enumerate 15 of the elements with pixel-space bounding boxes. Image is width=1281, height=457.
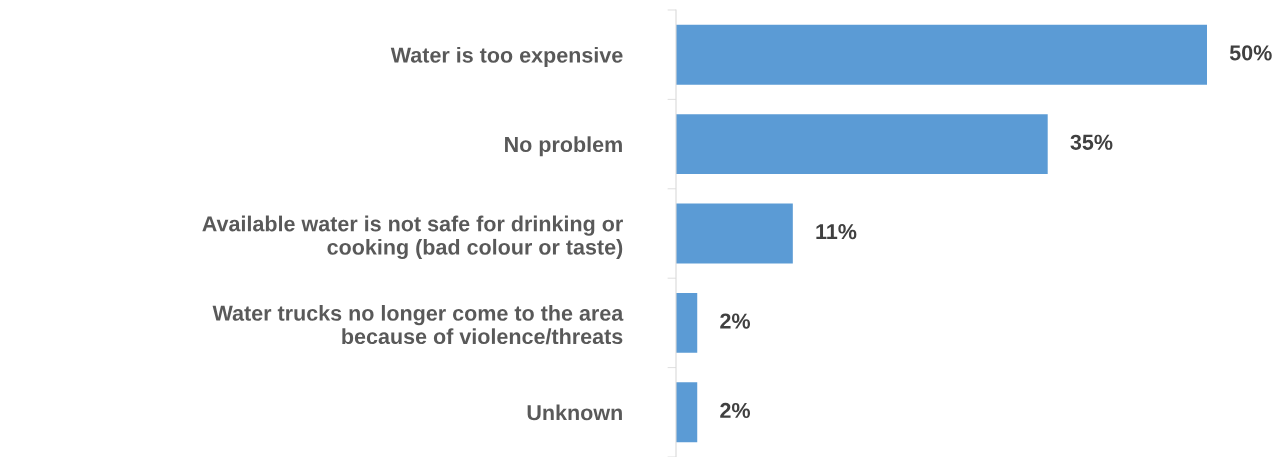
data-label: 2%	[720, 402, 751, 419]
bar	[676, 292, 698, 353]
y-tick-label: No problem	[505, 136, 622, 157]
y-tick-label: Water is too expensive	[390, 46, 623, 67]
bar	[676, 382, 698, 443]
y-tick-label: Water trucks no longer come to the area because of violence/threats	[212, 305, 624, 345]
data-label: 50%	[1229, 45, 1272, 61]
bar	[676, 114, 1048, 175]
bar	[676, 203, 793, 264]
data-label: 11%	[816, 224, 857, 240]
bar	[676, 24, 1207, 85]
y-tick-label: Unknown	[527, 404, 622, 421]
data-label: 35%	[1070, 134, 1113, 150]
y-tick-label: Available water is not safe for drinking or cooking (bad colour or taste)	[202, 215, 623, 260]
data-label: 2%	[720, 313, 751, 329]
